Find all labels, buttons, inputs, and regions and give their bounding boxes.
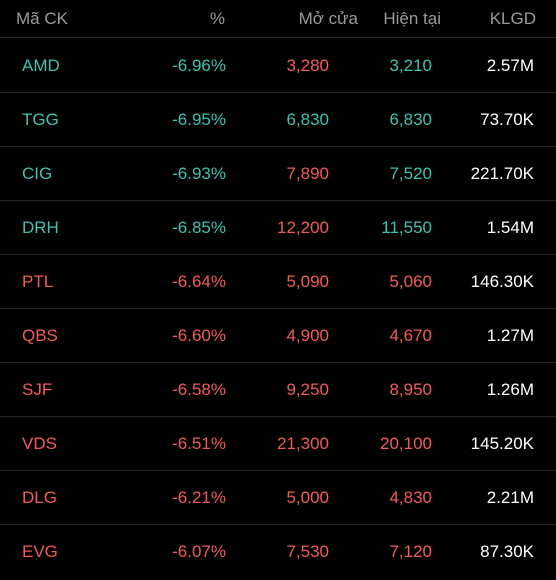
volume-cell: 145.20K xyxy=(470,433,534,453)
percent-cell: -6.95% xyxy=(172,109,226,129)
table-row[interactable]: DLG -6.21% 5,000 4,830 2.21M xyxy=(0,471,556,525)
current-price-cell: 6,830 xyxy=(389,109,432,129)
volume-cell: 2.21M xyxy=(486,487,534,507)
volume-cell: 2.57M xyxy=(486,55,534,75)
symbol-cell: DRH xyxy=(22,217,59,237)
symbol-cell: CIG xyxy=(22,163,53,183)
current-price-cell: 5,060 xyxy=(389,271,432,291)
current-price-cell: 11,550 xyxy=(381,217,432,237)
header-percent[interactable]: % xyxy=(209,8,225,28)
table-row[interactable]: PTL -6.64% 5,090 5,060 146.30K xyxy=(0,255,556,309)
header-open[interactable]: Mở cửa xyxy=(298,8,358,28)
symbol-cell: DLG xyxy=(22,487,57,507)
open-price-cell: 4,900 xyxy=(286,325,329,345)
table-row[interactable]: TGG -6.95% 6,830 6,830 73.70K xyxy=(0,93,556,147)
open-price-cell: 5,090 xyxy=(286,271,329,291)
percent-cell: -6.64% xyxy=(172,271,226,291)
table-row[interactable]: DRH -6.85% 12,200 11,550 1.54M xyxy=(0,201,556,255)
volume-cell: 1.54M xyxy=(486,217,534,237)
percent-cell: -6.60% xyxy=(172,325,226,345)
table-row[interactable]: CIG -6.93% 7,890 7,520 221.70K xyxy=(0,147,556,201)
current-price-cell: 7,120 xyxy=(389,542,432,561)
symbol-cell: EVG xyxy=(22,542,58,561)
open-price-cell: 7,890 xyxy=(286,163,329,183)
header-current[interactable]: Hiện tại xyxy=(383,8,441,28)
symbol-cell: SJF xyxy=(22,379,53,399)
open-price-cell: 7,530 xyxy=(286,542,329,561)
current-price-cell: 7,520 xyxy=(389,163,432,183)
percent-cell: -6.85% xyxy=(172,217,226,237)
open-price-cell: 3,280 xyxy=(286,55,329,75)
open-price-cell: 5,000 xyxy=(286,487,329,507)
table-row[interactable]: AMD -6.96% 3,280 3,210 2.57M xyxy=(0,39,556,93)
header-volume[interactable]: KLGD xyxy=(489,8,536,28)
volume-cell: 221.70K xyxy=(470,163,534,183)
current-price-cell: 20,100 xyxy=(380,433,432,453)
symbol-cell: QBS xyxy=(22,325,58,345)
volume-cell: 1.26M xyxy=(486,379,534,399)
header-symbol[interactable]: Mã CK xyxy=(16,8,68,28)
table-row[interactable]: SJF -6.58% 9,250 8,950 1.26M xyxy=(0,363,556,417)
open-price-cell: 9,250 xyxy=(286,379,329,399)
table-row[interactable]: VDS -6.51% 21,300 20,100 145.20K xyxy=(0,417,556,471)
percent-cell: -6.51% xyxy=(172,433,226,453)
volume-cell: 1.27M xyxy=(486,325,534,345)
table-row[interactable]: QBS -6.60% 4,900 4,670 1.27M xyxy=(0,309,556,363)
percent-cell: -6.58% xyxy=(172,379,226,399)
open-price-cell: 21,300 xyxy=(277,433,329,453)
symbol-cell: VDS xyxy=(22,433,57,453)
percent-cell: -6.07% xyxy=(172,542,226,561)
open-price-cell: 6,830 xyxy=(286,109,329,129)
symbol-cell: TGG xyxy=(22,109,59,129)
percent-cell: -6.96% xyxy=(172,55,226,75)
current-price-cell: 8,950 xyxy=(389,379,432,399)
percent-cell: -6.21% xyxy=(172,487,226,507)
symbol-cell: PTL xyxy=(22,271,54,291)
open-price-cell: 12,200 xyxy=(277,217,329,237)
current-price-cell: 3,210 xyxy=(389,55,432,75)
table-header: Mã CK % Mở cửa Hiện tại KLGD xyxy=(0,0,556,38)
symbol-cell: AMD xyxy=(22,55,60,75)
percent-cell: -6.93% xyxy=(172,163,226,183)
volume-cell: 146.30K xyxy=(470,271,534,291)
table-row[interactable]: EVG -6.07% 7,530 7,120 87.30K xyxy=(0,525,556,579)
current-price-cell: 4,670 xyxy=(389,325,432,345)
volume-cell: 87.30K xyxy=(480,542,534,561)
volume-cell: 73.70K xyxy=(480,109,534,129)
current-price-cell: 4,830 xyxy=(389,487,432,507)
